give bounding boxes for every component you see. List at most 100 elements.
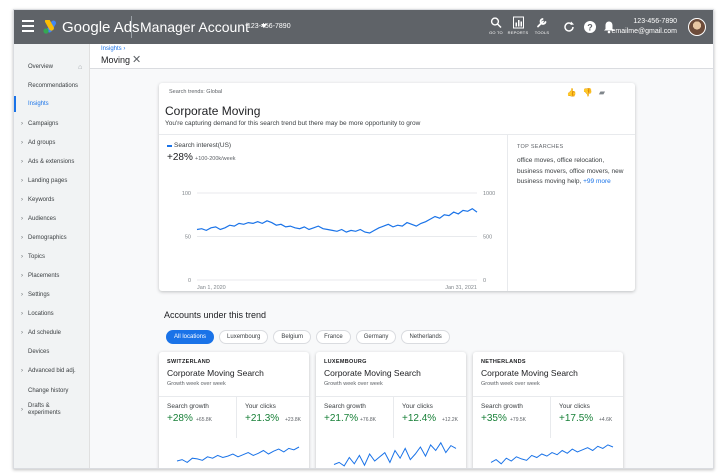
- sidebar-item-advanced-bid-adj[interactable]: › Advanced bid adj.: [14, 363, 90, 379]
- sparkline-chart: [176, 446, 300, 464]
- sidebar-item-insights[interactable]: Insights: [14, 96, 90, 112]
- chip-germany[interactable]: Germany: [355, 330, 397, 344]
- account-card-netherlands[interactable]: NETHERLANDS Corporate Moving Search Grow…: [473, 352, 623, 468]
- trend-subtitle: You're capturing demand for this search …: [165, 120, 421, 127]
- search-growth-label: Search growth: [481, 403, 523, 410]
- sidebar-item-label-line2: experiments: [28, 410, 61, 416]
- close-icon[interactable]: ✕: [132, 54, 142, 66]
- sidebar-item-recommendations[interactable]: Recommendations: [14, 78, 90, 94]
- refresh-icon[interactable]: [562, 20, 576, 34]
- y-tick-label-left: 100: [182, 191, 191, 197]
- growth-detail: +100-200k/week: [195, 156, 236, 162]
- sidebar-item-drafts-experiments[interactable]: › Drafts & experiments: [14, 400, 90, 420]
- chip-netherlands[interactable]: Netherlands: [401, 330, 450, 344]
- sidebar-item-demographics[interactable]: › Demographics: [14, 230, 90, 246]
- trend-card: Search trends: Global 👍👎▰ Corporate Movi…: [159, 83, 635, 291]
- account-dropdown-icon[interactable]: [261, 24, 267, 28]
- sidebar-item-settings[interactable]: › Settings: [14, 287, 90, 303]
- sidebar-item-label: Change history: [28, 388, 69, 394]
- series-line: [196, 207, 478, 234]
- account-id: 123-456-7890: [247, 23, 291, 30]
- chevron-right-icon: ›: [21, 235, 23, 241]
- sidebar-item-devices[interactable]: Devices: [14, 344, 90, 360]
- account-name[interactable]: Manager Account: [140, 19, 249, 35]
- sidebar-item-placements[interactable]: › Placements: [14, 268, 90, 284]
- thumbs-up-icon[interactable]: 👍: [566, 88, 583, 97]
- wrench-icon: [537, 18, 547, 28]
- your-clicks-delta: +12.2K: [442, 417, 458, 423]
- your-clicks-delta: +23.8K: [285, 417, 301, 423]
- goto-label: GO TO: [489, 30, 503, 35]
- goto-button[interactable]: GO TO: [483, 16, 509, 35]
- tools-button[interactable]: TOOLS: [529, 16, 555, 35]
- card-name: Corporate Moving Search: [167, 368, 264, 378]
- card-vertical-divider: [236, 396, 237, 438]
- sidebar-item-label: Recommendations: [28, 83, 79, 89]
- card-name: Corporate Moving Search: [481, 368, 578, 378]
- card-country: LUXEMBOURG: [324, 359, 367, 365]
- sidebar-item-label-group: Drafts & experiments: [28, 403, 61, 417]
- sidebar-item-label: Ads & extensions: [28, 159, 75, 165]
- sidebar-item-campaigns[interactable]: › Campaigns: [14, 116, 90, 132]
- chip-luxembourg[interactable]: Luxembourg: [219, 330, 269, 344]
- app-window: Google Ads Manager Account 123-456-7890 …: [13, 9, 714, 469]
- sidebar-item-ad-groups[interactable]: › Ad groups: [14, 135, 90, 151]
- sidebar-item-label: Advanced bid adj.: [28, 368, 76, 374]
- card-vertical-divider: [393, 396, 394, 438]
- chevron-right-icon: ›: [21, 311, 23, 317]
- reports-button[interactable]: REPORTS: [505, 16, 531, 35]
- search-icon: [490, 17, 502, 29]
- chip-belgium[interactable]: Belgium: [273, 330, 312, 344]
- thumbs-down-icon[interactable]: 👎: [582, 88, 599, 97]
- notifications-bell-icon[interactable]: [602, 20, 616, 34]
- top-searches-title: TOP SEARCHES: [517, 144, 564, 150]
- google-ads-logo-icon: [43, 20, 56, 34]
- breadcrumb[interactable]: Insights ›: [101, 46, 126, 52]
- sidebar: Overview ⌂ Recommendations Insights › Camp…: [14, 44, 90, 468]
- sidebar-item-change-history[interactable]: Change history: [14, 383, 90, 399]
- card-vertical-divider: [550, 396, 551, 438]
- account-card-switzerland[interactable]: SWITZERLAND Corporate Moving Search Grow…: [159, 352, 309, 468]
- accounts-title: Accounts under this trend: [164, 310, 267, 320]
- chip-france[interactable]: France: [316, 330, 351, 344]
- your-clicks-value: +12.4%: [402, 413, 437, 424]
- y-tick-label-left: 0: [188, 278, 191, 284]
- your-clicks-label: Your clicks: [402, 403, 433, 410]
- chip-all-locations[interactable]: All locations: [166, 330, 215, 344]
- sidebar-item-label: Locations: [28, 311, 54, 317]
- more-searches-link[interactable]: +99 more: [583, 178, 611, 185]
- sidebar-item-label: Audiences: [28, 216, 57, 222]
- sidebar-item-topics[interactable]: › Topics: [14, 249, 90, 265]
- your-clicks-delta: +4.6K: [599, 417, 613, 423]
- header-divider: [90, 68, 713, 69]
- user-email: emailme@gmail.com: [611, 28, 677, 35]
- sidebar-item-label: Placements: [28, 273, 60, 279]
- reports-icon: [512, 16, 524, 29]
- sidebar-item-landing-pages[interactable]: › Landing pages: [14, 173, 90, 189]
- y-tick-label-left: 50: [185, 235, 191, 241]
- card-divider: [316, 396, 466, 397]
- menu-icon[interactable]: [22, 20, 34, 34]
- topbar-divider: [131, 16, 132, 38]
- sidebar-item-audiences[interactable]: › Audiences: [14, 211, 90, 227]
- sidebar-item-ad-schedule[interactable]: › Ad schedule: [14, 325, 90, 341]
- sidebar-item-label: Campaigns: [28, 121, 59, 127]
- tools-label: TOOLS: [534, 30, 550, 35]
- sidebar-item-overview[interactable]: Overview ⌂: [14, 59, 90, 75]
- sidebar-item-label: Devices: [28, 349, 50, 355]
- sidebar-item-locations[interactable]: › Locations: [14, 306, 90, 322]
- chevron-right-icon: ›: [21, 368, 23, 374]
- sparkline-chart: [333, 441, 457, 467]
- sidebar-item-keywords[interactable]: › Keywords: [14, 192, 90, 208]
- chevron-right-icon: ›: [21, 197, 23, 203]
- account-card-luxembourg[interactable]: LUXEMBOURG Corporate Moving Search Growt…: [316, 352, 466, 468]
- card-meta: Growth week over week: [324, 381, 383, 387]
- avatar[interactable]: [688, 18, 706, 36]
- sidebar-item-label: Topics: [28, 254, 46, 260]
- sidebar-item-label: Keywords: [28, 197, 55, 203]
- help-icon[interactable]: ?: [583, 20, 597, 34]
- x-tick-label: Jan 1, 2020: [197, 285, 226, 291]
- comment-icon[interactable]: ▰: [598, 88, 611, 97]
- sidebar-item-ads-extensions[interactable]: › Ads & extensions: [14, 154, 90, 170]
- growth-value: +28%: [167, 152, 193, 163]
